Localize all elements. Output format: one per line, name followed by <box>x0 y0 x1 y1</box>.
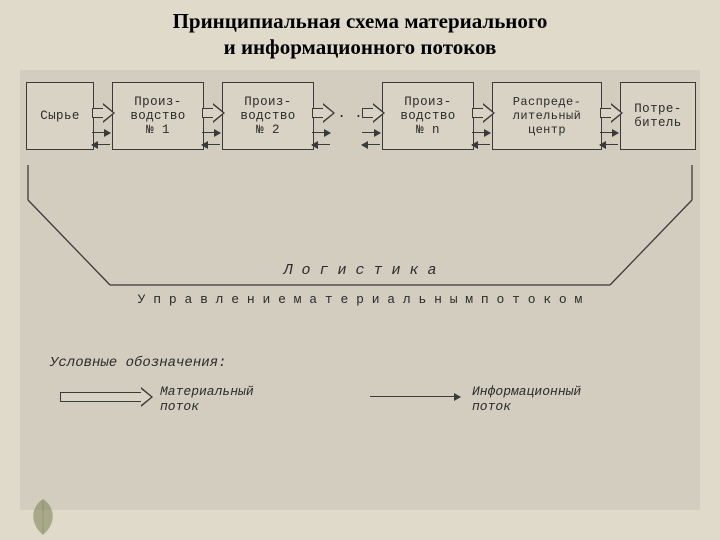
legend-info-arrow-icon <box>370 396 460 397</box>
title-line1: Принципиальная схема материального <box>173 9 548 33</box>
diagram-area: Сырье Произ- водство № 1 Произ- водство … <box>20 70 700 510</box>
legend-info-label: Информационный поток <box>472 384 672 414</box>
leaf-icon <box>22 497 64 537</box>
title-line2: и информационного потоков <box>224 35 497 59</box>
legend-mat-arrow-icon <box>60 392 141 402</box>
logistics-label: Л о г и с т и к а <box>20 262 700 279</box>
legend-header: Условные обозначения: <box>50 355 350 371</box>
management-label: У п р а в л е н и е м а т е р и а л ь н … <box>20 292 700 307</box>
page-title: Принципиальная схема материального и инф… <box>0 8 720 61</box>
legend-mat-label: Материальный поток <box>160 384 340 414</box>
